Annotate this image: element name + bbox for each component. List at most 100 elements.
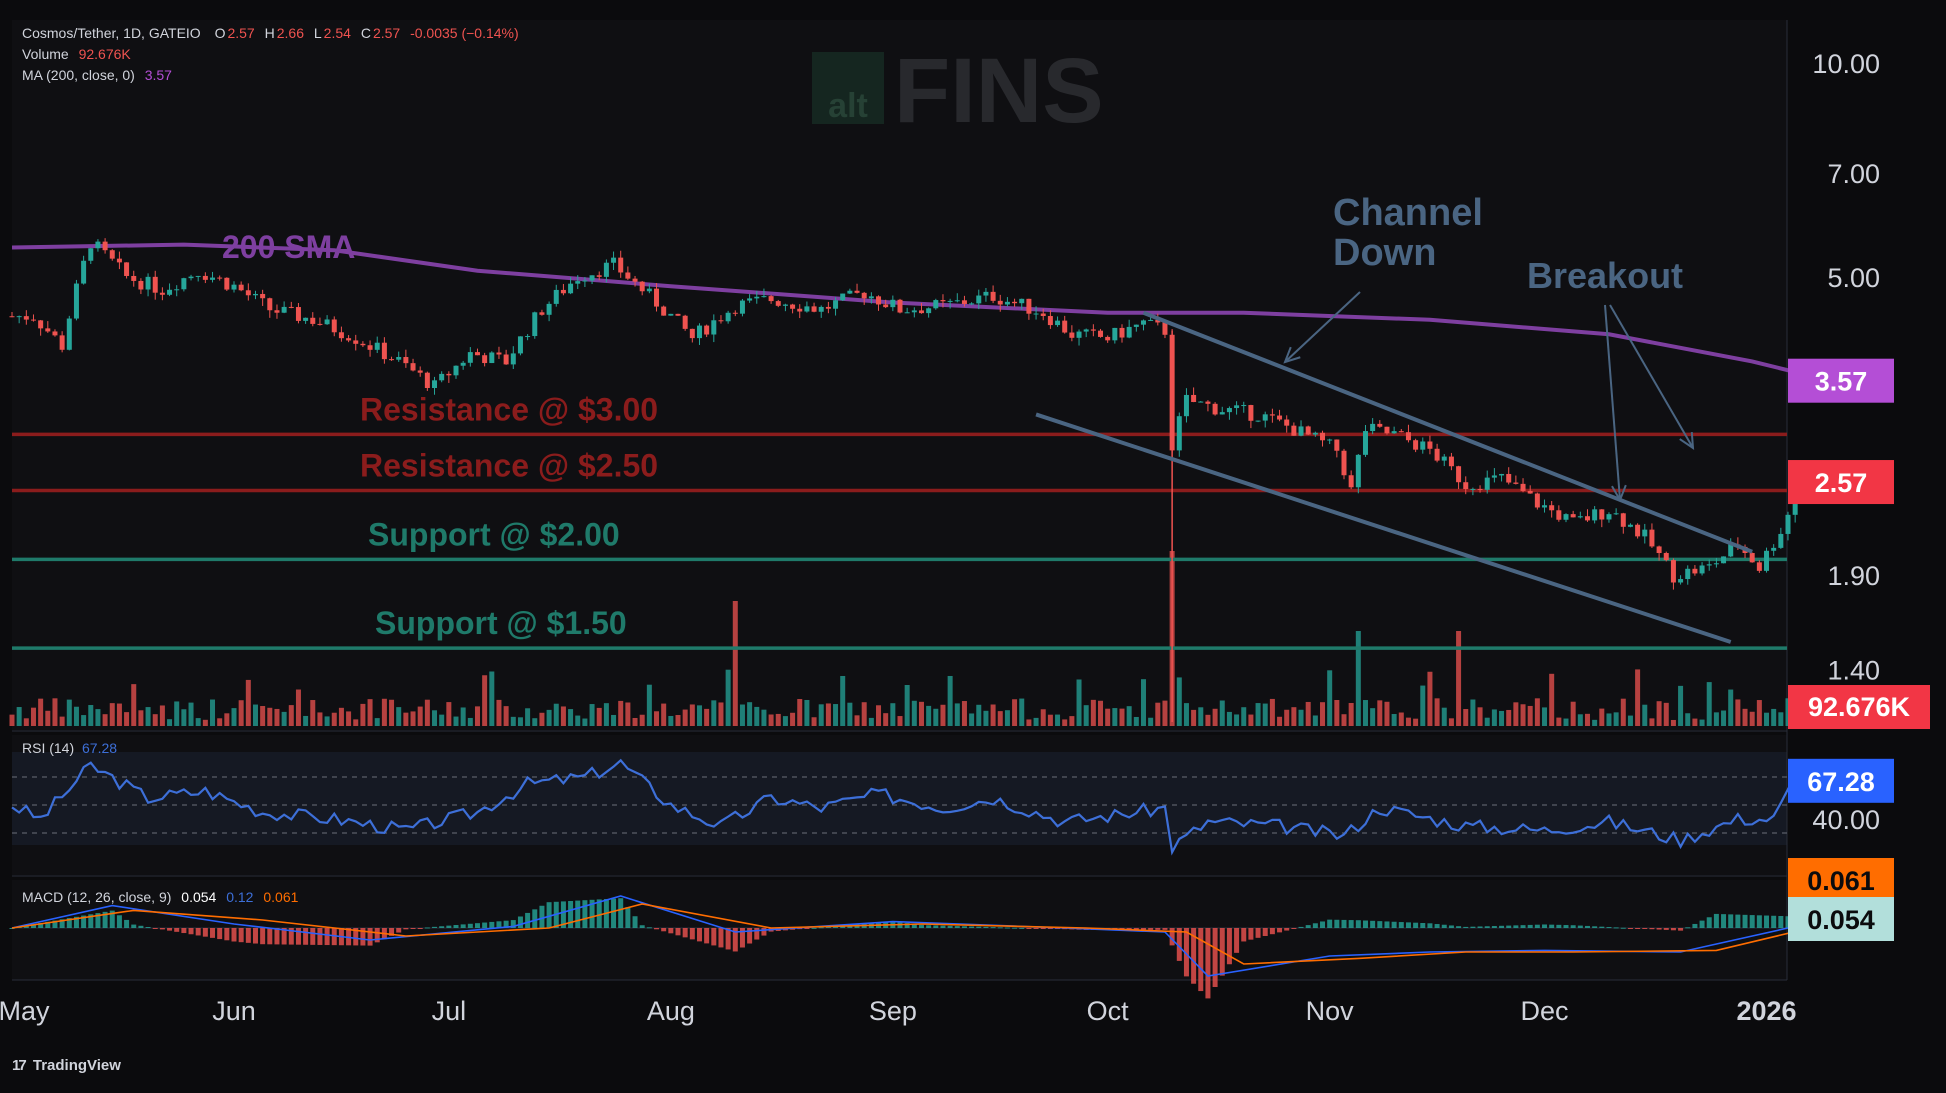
candle-body (646, 288, 652, 292)
price-pane[interactable] (12, 20, 1787, 730)
volume-bar (1320, 702, 1326, 726)
volume-bar (1563, 718, 1569, 726)
candle-body (374, 342, 380, 350)
volume-bar (883, 713, 889, 726)
volume-bar (310, 700, 316, 726)
candle-body (775, 301, 781, 306)
candle-body (854, 290, 860, 293)
rsi-legend[interactable]: RSI (14) 67.28 (22, 740, 117, 756)
volume-bar (732, 601, 738, 726)
macd-histogram-bar (546, 902, 552, 928)
candle-body (1004, 301, 1010, 305)
macd-histogram-bar (1542, 924, 1548, 928)
macd-histogram-bar (668, 928, 674, 934)
candle-body (1119, 327, 1125, 338)
candle-body (1219, 412, 1225, 415)
candle-body (1312, 432, 1318, 435)
volume-bar (1456, 631, 1462, 726)
macd-histogram-bar (618, 898, 624, 928)
volume-bar (811, 717, 817, 726)
breakout-arrow-2 (1609, 304, 1694, 449)
macd-histogram-bar (818, 927, 824, 929)
macd-histogram-bar (288, 928, 294, 945)
volume-bar (1133, 716, 1139, 726)
price-axis[interactable]: 10.00 7.00 5.00 1.90 1.40 40.00 (1812, 49, 1880, 835)
tradingview-brand[interactable]: 17 TradingView (12, 1057, 121, 1074)
rsi-tick-label: 40.00 (1812, 805, 1880, 835)
volume-bar (1198, 707, 1204, 726)
volume-bar (1305, 701, 1311, 726)
altfins-watermark: alt FINS (812, 40, 1104, 142)
macd-histogram-bar (446, 925, 452, 928)
macd-signal-value: 0.12 (226, 889, 254, 905)
candle-body (1520, 483, 1526, 491)
macd-histogram-bar (560, 901, 566, 928)
macd-histogram-bar (252, 928, 258, 944)
macd-histogram-bar (1563, 925, 1569, 928)
volume-bar (775, 713, 781, 726)
candle-body (1341, 450, 1347, 476)
volume-bar (1542, 707, 1548, 726)
candle-body (1427, 441, 1433, 449)
time-axis[interactable]: May Jun Jul Aug Sep Oct Nov Dec 2026 (0, 996, 1797, 1026)
candle-body (546, 303, 552, 315)
candle-body (560, 289, 566, 294)
rsi-badge: 67.28 (1807, 767, 1875, 797)
volume-legend[interactable]: Volume 92.676K (22, 46, 131, 62)
volume-bar (1191, 709, 1197, 726)
candle-body (303, 317, 309, 321)
candle-body (489, 352, 495, 364)
macd-histogram-bar (245, 928, 251, 943)
volume-bar (553, 703, 559, 726)
macd-histogram-bar (1448, 925, 1454, 928)
candle-body (131, 275, 137, 281)
candle-body (81, 260, 87, 284)
volume-bar (1427, 671, 1433, 726)
candle-body (1098, 330, 1104, 337)
macd-histogram-bar (532, 909, 538, 928)
volume-bar (639, 714, 645, 726)
candle-body (969, 303, 975, 305)
volume-bar (682, 709, 688, 726)
volume-bar (66, 699, 72, 726)
level-label-support: Support @ $2.00 (368, 516, 620, 552)
candle-body (947, 300, 953, 302)
candle-body (38, 320, 44, 329)
volume-bar (1398, 712, 1404, 726)
volume-bar (331, 712, 337, 726)
candle-body (288, 306, 294, 308)
ma-legend[interactable]: MA (200, close, 0) 3.57 (22, 67, 172, 83)
macd-histogram-bar (317, 928, 323, 945)
macd-histogram-bar (1663, 928, 1669, 930)
candle-body (1420, 441, 1426, 450)
macd-histogram-bar (181, 928, 187, 934)
volume-bar (1019, 698, 1025, 726)
macd-histogram-bar (396, 928, 402, 933)
volume-bar (1670, 719, 1676, 726)
volume-bar (188, 702, 194, 726)
macd-legend[interactable]: MACD (12, 26, close, 9) 0.054 0.12 0.061 (22, 889, 298, 905)
candle-body (467, 352, 473, 363)
macd-histogram-bar (804, 928, 810, 929)
candle-body (1133, 324, 1139, 327)
candle-body (403, 357, 409, 364)
volume-bar (231, 708, 237, 726)
volume-bar (1284, 709, 1290, 726)
volume-bar (1140, 679, 1146, 726)
volume-bar (1592, 719, 1598, 726)
volume-bar (181, 709, 187, 726)
macd-histogram-bar (1248, 928, 1254, 940)
candle-body (217, 277, 223, 279)
candle-body (152, 276, 158, 293)
macd-histogram-bar (1670, 928, 1676, 931)
volume-bar (474, 706, 480, 726)
candle-body (711, 320, 717, 335)
macd-histogram-bar (102, 911, 108, 928)
candle-body (1320, 432, 1326, 441)
volume-bar (1420, 685, 1426, 726)
ohlc-open: 2.57 (227, 25, 255, 41)
candle-body (1355, 454, 1361, 488)
candle-body (761, 296, 767, 298)
